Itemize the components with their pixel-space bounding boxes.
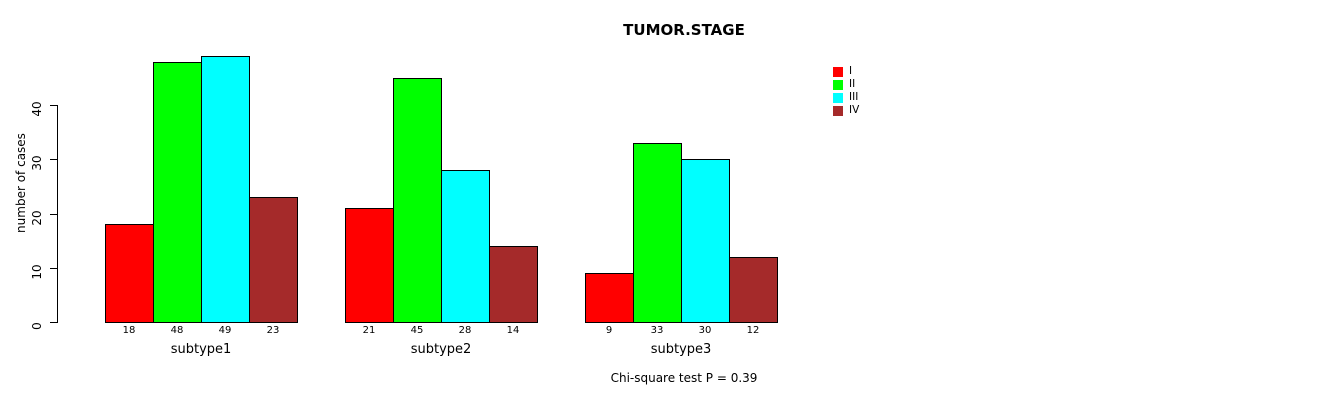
bar-I-subtype1 [105,224,154,323]
bar-III-subtype2 [441,170,490,323]
legend-item-IV: IV [833,104,859,117]
legend-label-IV: IV [849,104,860,116]
bar-I-subtype2 [345,208,394,323]
bar-II-subtype3 [633,143,682,323]
y-tick-label-text: 30 [30,155,44,171]
legend-swatch-IV [833,105,843,116]
y-tick-mark [50,322,57,323]
y-axis-label-text: number of cases [14,133,28,233]
annotation-text: Chi-square test P = 0.39 [610,371,758,385]
bar-value-label: 28 [458,325,472,336]
legend-swatch-III [833,92,843,103]
legend-swatch-II [833,79,843,90]
y-tick-label-text: 10 [30,264,44,280]
category-label-subtype1: subtype1 [170,342,232,357]
legend-label-II: II [849,78,856,90]
y-tick-label-text: 20 [30,210,44,226]
legend-item-II: II [833,78,859,91]
bar-value-label: 12 [746,325,760,336]
bar-III-subtype1 [201,56,250,323]
y-tick-mark [50,214,57,215]
bar-IV-subtype2 [489,246,538,323]
chart-title: TUMOR.STAGE [623,21,745,39]
bar-value-label: 48 [170,325,184,336]
bar-value-label: 45 [410,325,424,336]
bar-value-label: 30 [698,325,712,336]
y-tick-mark [50,268,57,269]
legend-label-III: III [849,91,859,103]
bar-III-subtype3 [681,159,730,323]
y-axis-line [57,105,58,323]
bar-value-label: 49 [218,325,232,336]
y-tick-label-text: 40 [30,101,44,117]
bar-IV-subtype3 [729,257,778,323]
y-tick-mark [50,105,57,106]
bar-value-label: 14 [506,325,520,336]
bar-I-subtype3 [585,273,634,323]
category-label-subtype2: subtype2 [410,342,472,357]
bar-IV-subtype1 [249,197,298,323]
bar-value-label: 18 [122,325,136,336]
legend: I II III IV [833,65,859,117]
legend-label-I: I [849,65,853,77]
bar-value-label: 23 [266,325,280,336]
legend-item-III: III [833,91,859,104]
bar-II-subtype1 [153,62,202,323]
bar-value-label: 9 [605,325,613,336]
bar-II-subtype2 [393,78,442,323]
y-tick-mark [50,159,57,160]
bar-value-label: 21 [362,325,376,336]
bar-value-label: 33 [650,325,664,336]
y-tick-label-text: 0 [30,322,44,330]
legend-swatch-I [833,66,843,77]
category-label-subtype3: subtype3 [650,342,712,357]
legend-item-I: I [833,65,859,78]
